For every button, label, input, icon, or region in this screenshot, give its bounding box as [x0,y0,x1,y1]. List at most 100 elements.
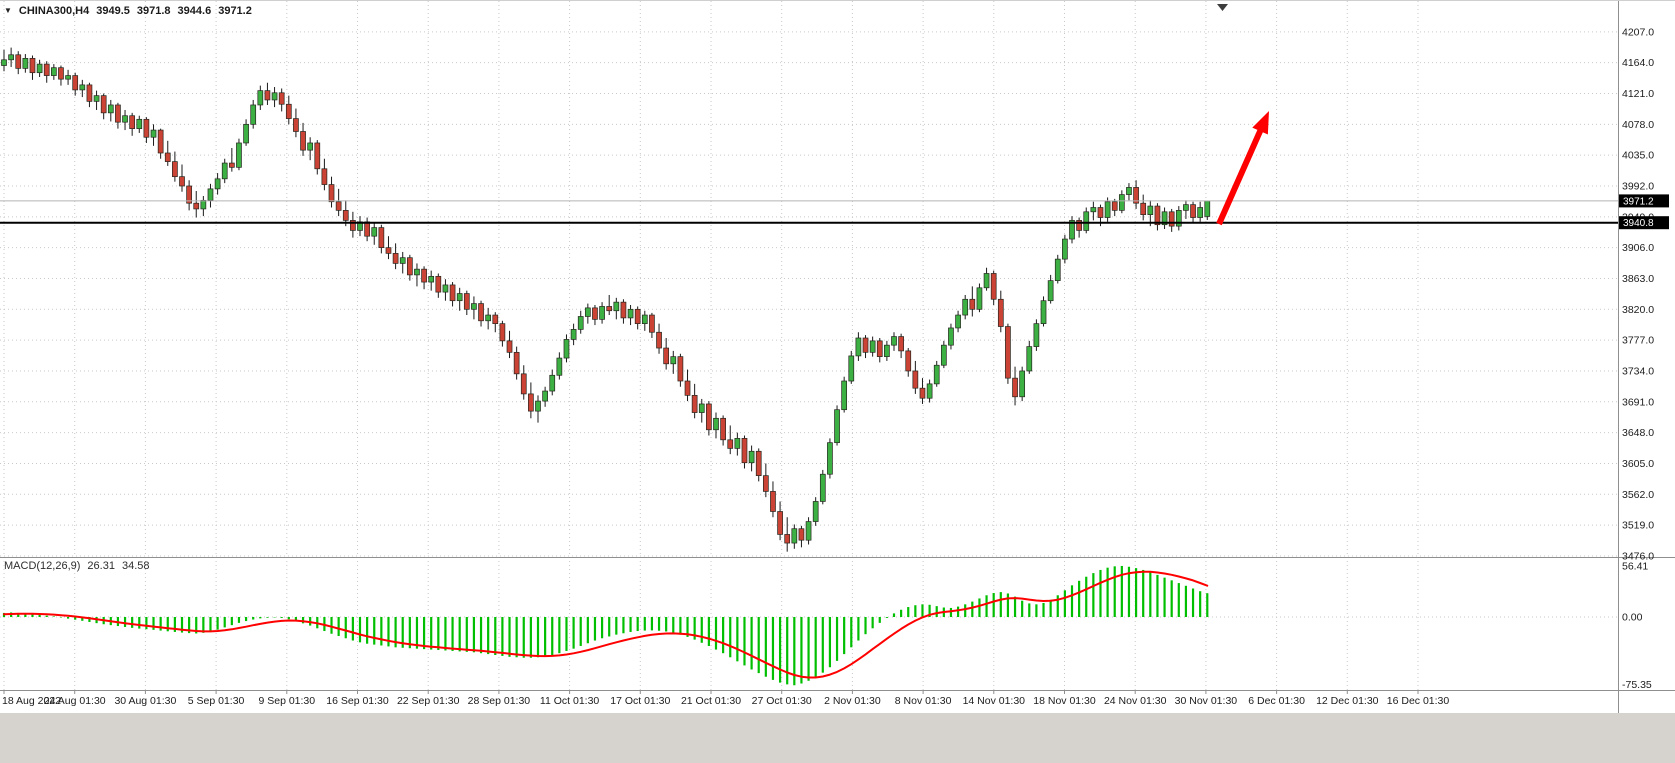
window-frame-strip [0,713,1675,763]
candle-body-bull [940,344,947,366]
price-tick-label: 3476.0 [1622,550,1654,562]
candle [862,335,869,359]
candle [627,305,634,326]
trend-arrow-object[interactable] [1216,111,1269,226]
candle-body-bear [435,275,442,293]
candle [656,323,662,354]
candle-body-bull [456,293,463,302]
price-tick-label: 4078.0 [1622,119,1654,131]
candle-body-bull [471,303,477,310]
candle [307,137,314,161]
candle [285,95,292,125]
candle [328,176,335,208]
candle-body-bear [606,306,613,312]
candle-body-bull [855,337,862,357]
candle [997,290,1004,333]
candle [720,415,726,446]
candle-body-bull [1147,205,1154,216]
candle-body-bear [513,351,520,375]
candle-body-bear [378,227,385,248]
candle-body-bear [520,373,527,395]
macd-axis[interactable]: 56.41 0.00 -75.35 [1622,560,1652,691]
candle-body-bear [684,380,691,396]
macd-tick-label: -75.35 [1622,679,1652,691]
candle-body-bull [812,501,819,522]
candle [905,348,912,377]
candle-body-bull [79,84,86,91]
candle [471,296,477,320]
candle [926,379,933,403]
candle [948,323,954,350]
candle-body-bear [228,162,235,168]
candle [663,337,670,370]
candle-body-bull [926,383,933,399]
candle [1019,366,1026,402]
candle-body-bear [1012,377,1018,398]
candle-body-bull [713,417,719,431]
candle-body-bear [58,67,64,80]
candle [442,279,449,301]
candle-body-bull [485,314,492,322]
candle [1033,319,1040,351]
candle-body-bull [570,329,577,340]
candle [463,290,470,316]
candle-body-bear [15,54,22,69]
price-tick-label: 3906.0 [1622,242,1654,254]
candle-body-bear [969,298,976,310]
candle-body-bear [706,403,712,431]
price-tick-label: 3734.0 [1622,365,1654,377]
candle-body-bull [641,314,648,324]
candle-body-bull [848,355,855,382]
chart-shift-marker[interactable] [1217,4,1228,11]
candle-body-bull [399,257,406,264]
candle [435,273,442,298]
candle [1062,234,1068,264]
candle-body-bull [1118,194,1125,211]
candle-body-bear [649,314,655,333]
candle [613,297,620,320]
candle [755,448,762,482]
candle-body-bear [862,337,869,353]
candle [65,69,71,85]
candle [770,481,776,518]
candle [983,267,990,291]
candle-body-bull [1062,238,1068,260]
candle-body-bull [599,306,605,320]
candle-body-bull [805,521,812,541]
price-tick-label: 4207.0 [1622,26,1654,38]
candle [385,236,392,260]
candle [841,376,848,413]
candle-body-bull [1126,187,1132,195]
candle-body-bull [556,357,563,376]
candle-body-bear [727,439,734,449]
candle-body-bear [876,340,883,357]
arrow-shaft [1216,126,1265,226]
candle-body-bear [905,350,912,372]
candle-body-bull [955,314,961,329]
time-label: 18 Aug 2022 [2,695,61,707]
candle [1026,340,1033,374]
candle-body-bull [136,118,143,129]
candle [29,55,36,80]
time-label: 2 Nov 01:30 [824,695,881,707]
candle [214,173,221,195]
price-axis[interactable]: 4207.04164.04121.04078.04035.03992.03949… [1622,26,1654,562]
price-tick-label: 4164.0 [1622,57,1654,69]
price-tick-label: 3519.0 [1622,520,1654,532]
candle [8,47,14,67]
candle-body-bear [1111,201,1118,211]
candle [399,251,406,274]
current-price-badge: 3971.2 [1619,194,1669,208]
candle [293,108,299,138]
candle [599,302,605,324]
candle-body-bull [1033,323,1040,347]
candle [492,312,499,333]
candle-body-bull [627,308,634,319]
chart-dropdown-icon[interactable]: ▼ [4,6,12,15]
candle-body-bull [734,438,741,449]
time-label: 24 Aug 01:30 [44,695,106,707]
candle-body-bear [129,115,136,129]
candle [257,85,264,110]
